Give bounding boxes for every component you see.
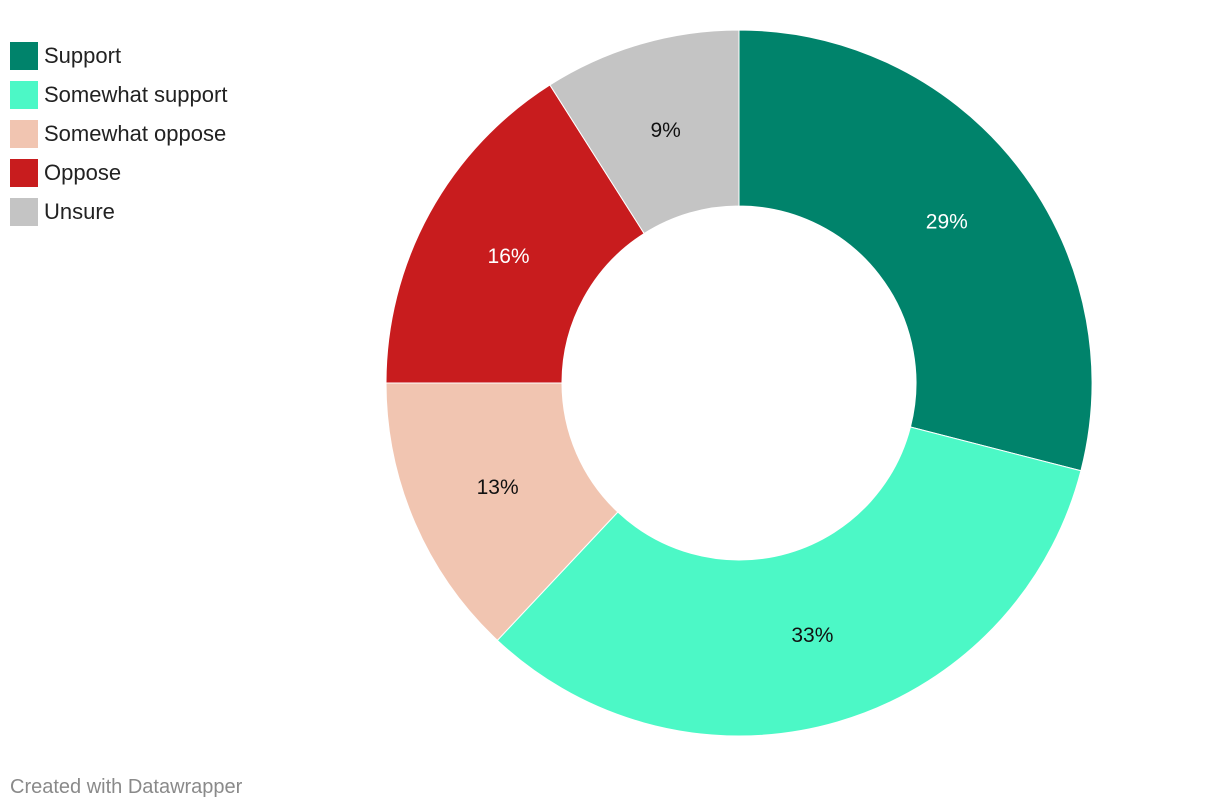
legend-item-somewhat-oppose: Somewhat oppose xyxy=(10,120,227,148)
legend-swatch-oppose xyxy=(10,159,38,187)
donut-slice-unsure xyxy=(549,29,740,235)
legend-label-somewhat-oppose: Somewhat oppose xyxy=(44,121,227,146)
donut-slice-somewhat-support xyxy=(496,426,1082,737)
slice-value-label-support: 29% xyxy=(926,210,968,233)
donut-slice-somewhat-oppose xyxy=(385,382,619,642)
legend-swatch-somewhat-oppose xyxy=(10,120,38,148)
legend-item-unsure: Unsure xyxy=(10,198,227,226)
legend-item-oppose: Oppose xyxy=(10,159,227,187)
legend-swatch-somewhat-support xyxy=(10,81,38,109)
legend-label-unsure: Unsure xyxy=(44,199,115,224)
slice-value-label-somewhat-oppose: 13% xyxy=(477,476,519,499)
legend-item-somewhat-support: Somewhat support xyxy=(10,81,227,109)
legend-swatch-support xyxy=(10,42,38,70)
legend-label-somewhat-support: Somewhat support xyxy=(44,82,228,107)
slice-value-label-somewhat-support: 33% xyxy=(791,624,833,647)
legend-label-oppose: Oppose xyxy=(44,160,122,185)
slice-value-label-unsure: 9% xyxy=(650,119,680,142)
datawrapper-credit: Created with Datawrapper xyxy=(10,776,243,798)
slice-value-label-oppose: 16% xyxy=(488,245,530,268)
legend-label-support: Support xyxy=(44,43,122,68)
legend-swatch-unsure xyxy=(10,198,38,226)
donut-slice-oppose xyxy=(385,84,645,384)
chart-legend: Support Somewhat support Somewhat oppose… xyxy=(10,42,227,237)
legend-item-support: Support xyxy=(10,42,227,70)
donut-slice-support xyxy=(738,29,1093,472)
